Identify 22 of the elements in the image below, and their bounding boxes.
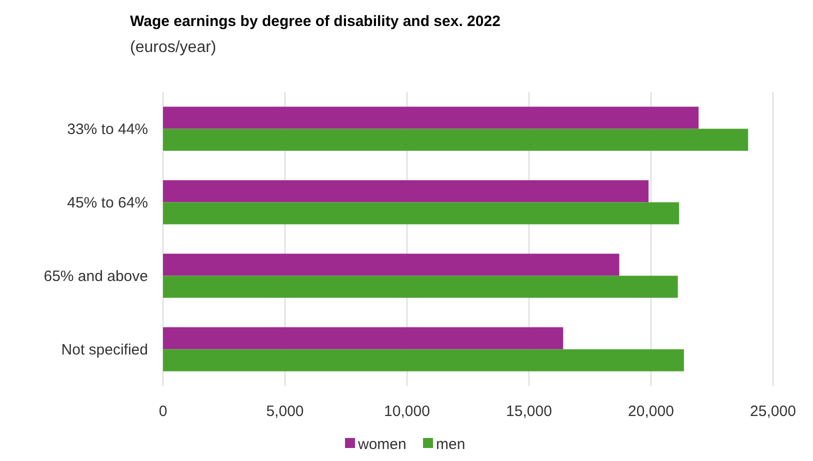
x-tick-label: 15,000 [506, 403, 552, 420]
bar [163, 254, 620, 276]
bar [163, 128, 748, 151]
bar [163, 106, 699, 129]
chart-subtitle: (euros/year) [130, 39, 216, 56]
x-tick-label: 10,000 [384, 403, 430, 420]
bar [163, 349, 684, 372]
y-tick-label: Not specified [61, 341, 148, 358]
y-tick-label: 45% to 64% [67, 194, 148, 212]
bar [163, 276, 678, 298]
bar [163, 202, 680, 224]
x-tick-label: 20,000 [628, 403, 674, 420]
y-tick-label: 33% to 44% [67, 120, 148, 138]
legend-label: men [436, 436, 466, 453]
x-tick-label: 5,000 [266, 403, 304, 420]
x-tick-label: 25,000 [750, 403, 796, 420]
chart-title: Wage earnings by degree of disability and sex. 2022 [130, 13, 500, 30]
legend-label: women [357, 436, 406, 453]
bar [163, 327, 564, 350]
bar [163, 180, 649, 202]
y-tick-label: 65% and above [44, 268, 148, 285]
x-tick-label: 0 [158, 403, 168, 420]
